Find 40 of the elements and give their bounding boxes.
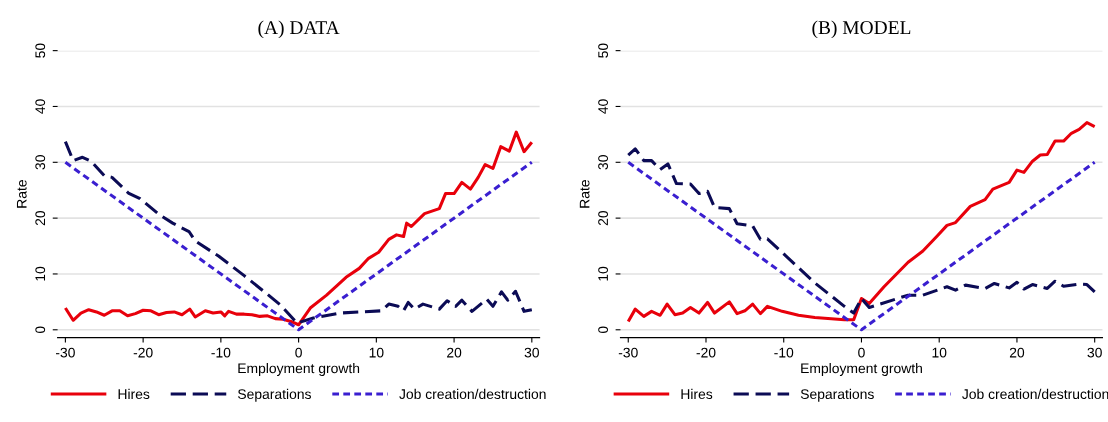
y-axis-title: Rate xyxy=(579,180,590,208)
chart-title: (A) DATA xyxy=(258,20,340,39)
legend-label: Hires xyxy=(118,388,150,400)
y-tick-label: 50 xyxy=(598,43,609,58)
y-tick-label: 20 xyxy=(35,210,46,226)
x-tick-label: -30 xyxy=(55,347,75,358)
x-tick-label: 30 xyxy=(1087,347,1102,358)
x-tick-label: -20 xyxy=(133,347,153,358)
chart-title: (B) MODEL xyxy=(812,20,911,39)
line-series xyxy=(626,147,1097,315)
x-tick-label: 0 xyxy=(295,347,302,358)
x-tick-label: 30 xyxy=(524,347,539,358)
y-tick-label: 20 xyxy=(598,210,609,226)
y-tick-label: 50 xyxy=(35,43,46,58)
x-tick-label: -20 xyxy=(696,347,716,358)
y-tick-label: 40 xyxy=(598,99,609,114)
y-tick-label: 10 xyxy=(598,266,609,281)
y-tick-label: 10 xyxy=(35,266,46,281)
legend-label: Job creation/destruction xyxy=(399,388,546,400)
legend-label: Separations xyxy=(237,388,311,402)
legend-label: Hires xyxy=(681,388,713,400)
y-tick-label: 40 xyxy=(35,99,46,114)
x-tick-label: 20 xyxy=(447,347,462,358)
y-tick-label: 0 xyxy=(35,326,46,334)
x-tick-label: 20 xyxy=(1009,347,1025,358)
x-axis-title: Employment growth xyxy=(238,363,360,376)
line-series xyxy=(626,121,1097,323)
x-tick-label: 10 xyxy=(369,347,384,358)
legend-label: Job creation/destruction xyxy=(962,388,1108,400)
legend-label: Separations xyxy=(800,388,874,402)
y-axis-title: Rate xyxy=(16,180,27,208)
x-tick-label: -10 xyxy=(211,347,231,358)
y-tick-label: 30 xyxy=(598,155,609,170)
x-tick-label: 0 xyxy=(858,347,865,358)
x-axis-title: Employment growth xyxy=(801,363,922,376)
y-tick-label: 30 xyxy=(35,155,46,170)
x-tick-label: -10 xyxy=(774,347,794,358)
y-tick-label: 0 xyxy=(598,326,609,334)
x-tick-label: 10 xyxy=(932,347,947,358)
x-tick-label: -30 xyxy=(618,347,638,358)
